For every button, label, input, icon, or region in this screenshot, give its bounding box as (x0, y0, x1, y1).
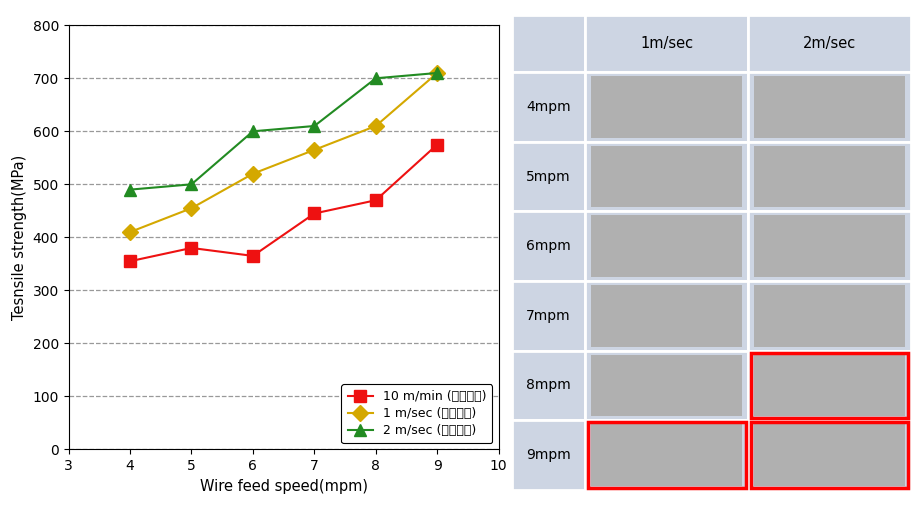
Bar (748, 72, 911, 142)
Bar (754, 285, 905, 346)
Text: 5mpm: 5mpm (526, 170, 571, 183)
Bar (586, 281, 748, 350)
Bar (586, 420, 748, 490)
Bar (511, 350, 586, 420)
Bar (750, 352, 909, 418)
Bar (586, 142, 748, 212)
Bar (754, 76, 905, 138)
Bar (586, 72, 748, 142)
Text: 4mpm: 4mpm (526, 100, 571, 114)
Bar (748, 212, 911, 281)
Bar (511, 420, 586, 490)
Bar (754, 146, 905, 208)
Bar (748, 15, 911, 72)
Bar (591, 355, 742, 416)
Bar (591, 216, 742, 277)
Bar (748, 142, 911, 212)
Bar (748, 350, 911, 420)
Bar (511, 72, 586, 142)
Legend: 10 m/min (인장시험), 1 m/sec (고속인장), 2 m/sec (고속인장): 10 m/min (인장시험), 1 m/sec (고속인장), 2 m/sec… (341, 384, 492, 443)
Bar (587, 422, 746, 488)
Bar (511, 15, 586, 72)
X-axis label: Wire feed speed(mpm): Wire feed speed(mpm) (199, 479, 368, 494)
Bar (511, 281, 586, 350)
Text: 1m/sec: 1m/sec (640, 36, 694, 51)
Bar (754, 216, 905, 277)
Bar (750, 422, 909, 488)
Bar (586, 350, 748, 420)
Bar (511, 142, 586, 212)
Bar (748, 281, 911, 350)
Bar (591, 146, 742, 208)
Bar (591, 424, 742, 486)
Y-axis label: Tesnsile strength(MPa): Tesnsile strength(MPa) (12, 155, 27, 320)
Bar (591, 285, 742, 346)
Bar (511, 212, 586, 281)
Text: 7mpm: 7mpm (526, 309, 571, 323)
Text: 2m/sec: 2m/sec (802, 36, 856, 51)
Text: 8mpm: 8mpm (526, 378, 571, 392)
Text: 6mpm: 6mpm (526, 239, 571, 253)
Text: 9mpm: 9mpm (526, 448, 571, 462)
Bar (586, 15, 748, 72)
Bar (754, 424, 905, 486)
Bar (754, 355, 905, 416)
Bar (586, 212, 748, 281)
Bar (591, 76, 742, 138)
Bar (748, 420, 911, 490)
